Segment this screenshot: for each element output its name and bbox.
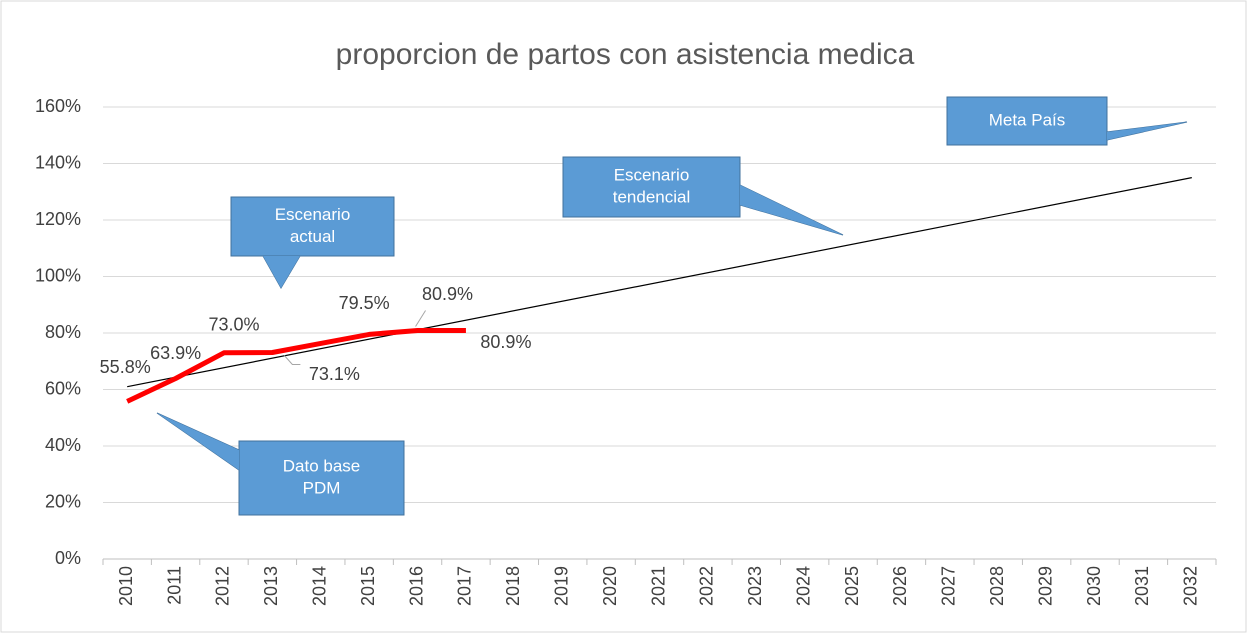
- x-tick-label: 2018: [503, 566, 523, 606]
- x-tick-label: 2019: [551, 566, 571, 606]
- x-tick-label: 2014: [310, 566, 330, 606]
- callout: Escenario tendencial: [562, 156, 844, 236]
- y-tick-label: 100%: [35, 265, 81, 285]
- x-tick-label: 2028: [987, 566, 1007, 606]
- callout-box: [230, 196, 395, 257]
- x-tick-label: 2030: [1084, 566, 1104, 606]
- callout: Escenario actual: [230, 196, 395, 289]
- y-tick-label: 0%: [55, 548, 81, 568]
- data-line: [126, 327, 466, 404]
- x-tick-label: 2027: [939, 566, 959, 606]
- callout-box: [946, 96, 1108, 146]
- x-tick-label: 2024: [793, 566, 813, 606]
- y-tick-label: 120%: [35, 209, 81, 229]
- x-tick-label: 2015: [358, 566, 378, 606]
- chart-title: proporcion de partos con asistencia medi…: [336, 38, 915, 71]
- callout-text: Meta País: [989, 110, 1066, 129]
- y-tick-label: 20%: [45, 491, 81, 511]
- y-tick-label: 80%: [45, 322, 81, 342]
- x-tick-label: 2029: [1035, 566, 1055, 606]
- x-tick-label: 2013: [261, 566, 281, 606]
- y-tick-label: 160%: [35, 96, 81, 116]
- data-label: 73.0%: [208, 315, 259, 335]
- callout-pointer-fill: [1107, 122, 1187, 140]
- y-tick-label: 60%: [45, 378, 81, 398]
- y-tick-label: 40%: [45, 435, 81, 455]
- data-label: 63.9%: [150, 343, 201, 363]
- trendline: [127, 177, 1192, 388]
- callout-pointer-fill: [157, 413, 239, 470]
- callout-box: [238, 440, 405, 516]
- x-tick-label: 2011: [164, 566, 184, 605]
- callout-pointer-fill: [740, 185, 843, 235]
- data-label: 79.5%: [339, 293, 390, 313]
- callout-text: Escenario: [275, 205, 351, 224]
- y-tick-label: 140%: [35, 152, 81, 172]
- x-tick-label: 2012: [213, 566, 233, 606]
- data-label: 80.9%: [422, 284, 473, 304]
- x-tick-label: 2025: [842, 566, 862, 606]
- callout-text: tendencial: [613, 187, 691, 206]
- x-tick-label: 2020: [600, 566, 620, 606]
- callout-box: [562, 156, 741, 218]
- x-tick-label: 2021: [648, 566, 668, 606]
- callout-text: actual: [290, 227, 335, 246]
- x-tick-label: 2026: [890, 566, 910, 606]
- callout-text: PDM: [303, 478, 341, 497]
- leader-line: [415, 310, 426, 327]
- x-tick-label: 2017: [455, 566, 475, 606]
- callout: Dato base PDM: [156, 412, 405, 516]
- data-label: 80.9%: [480, 332, 531, 352]
- leader-line: [283, 355, 301, 365]
- x-tick-label: 2032: [1181, 566, 1201, 606]
- x-tick-label: 2010: [116, 566, 136, 606]
- data-label: 73.1%: [309, 364, 360, 384]
- callout: Meta País: [946, 96, 1188, 146]
- x-tick-label: 2023: [745, 566, 765, 606]
- callout-pointer-fill: [263, 256, 300, 288]
- callout-text: Dato base: [283, 456, 361, 475]
- x-tick-label: 2016: [406, 566, 426, 606]
- data-label: 55.8%: [100, 357, 151, 377]
- x-tick-label: 2022: [697, 566, 717, 606]
- x-tick-label: 2031: [1132, 566, 1152, 606]
- callout-text: Escenario: [614, 165, 690, 184]
